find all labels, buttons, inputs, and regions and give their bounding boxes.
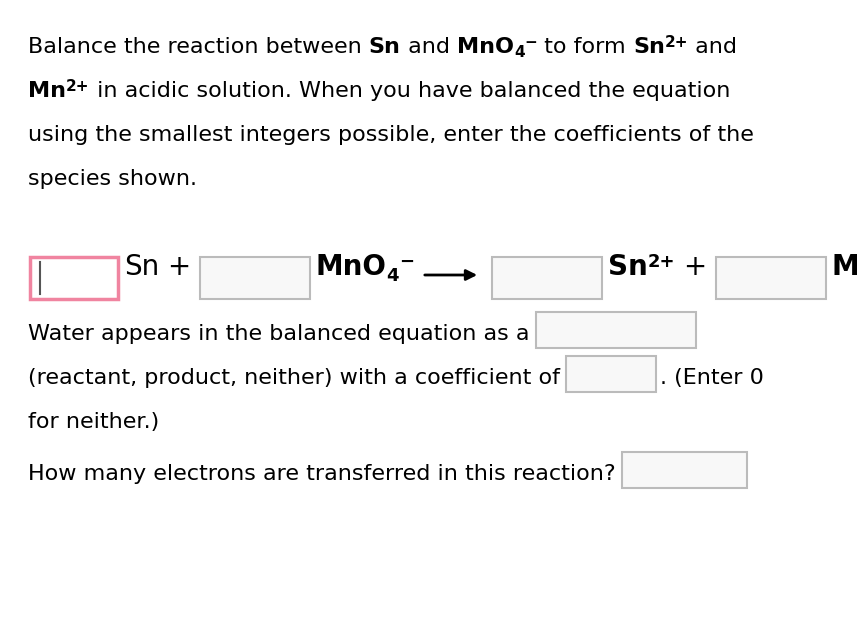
Text: Mn: Mn [832,253,860,281]
Text: . (Enter 0: . (Enter 0 [660,368,764,388]
Text: Sn: Sn [608,253,648,281]
Text: 4: 4 [386,267,399,285]
Text: MnO: MnO [316,253,386,281]
Text: 2+: 2+ [66,79,89,94]
Bar [716,257,826,299]
Text: +: + [675,253,708,281]
Text: Water appears in the balanced equation as a: Water appears in the balanced equation a… [28,324,530,344]
Text: MnO: MnO [457,37,514,57]
Text: Sn: Sn [633,37,665,57]
Text: 2+: 2+ [665,35,688,50]
Text: Sn: Sn [124,253,159,281]
Text: species shown.: species shown. [28,169,197,189]
Text: Mn: Mn [28,81,66,101]
Bar [622,452,746,488]
Text: −: − [399,253,414,271]
Bar [492,257,602,299]
Text: 4: 4 [514,45,525,60]
Text: and: and [401,37,457,57]
Bar [30,257,118,299]
Text: −: − [525,35,538,50]
Bar [566,356,656,392]
Text: (reactant, product, neither) with a coefficient of: (reactant, product, neither) with a coef… [28,368,560,388]
Bar [200,257,310,299]
Text: +: + [159,253,192,281]
Text: How many electrons are transferred in this reaction?: How many electrons are transferred in th… [28,464,616,484]
Text: to form: to form [538,37,633,57]
Text: Balance the reaction between: Balance the reaction between [28,37,369,57]
Text: Sn: Sn [369,37,401,57]
Text: using the smallest integers possible, enter the coefficients of the: using the smallest integers possible, en… [28,125,754,145]
Text: for neither.): for neither.) [28,412,159,432]
Bar [536,312,696,348]
Text: 2+: 2+ [648,253,675,271]
Text: in acidic solution. When you have balanced the equation: in acidic solution. When you have balanc… [89,81,730,101]
Text: and: and [688,37,737,57]
